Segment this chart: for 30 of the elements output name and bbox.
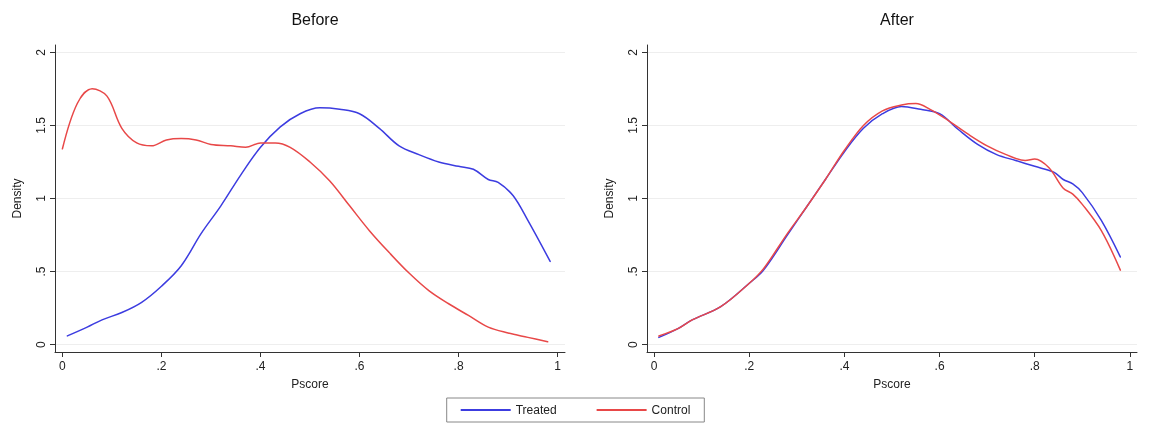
x-tick-label: 0: [59, 359, 67, 373]
x-tick-label: .6: [354, 359, 365, 373]
y-tick-label: .5: [34, 266, 48, 277]
legend-label: Treated: [515, 403, 557, 417]
y-axis-title: Density: [10, 178, 24, 219]
x-tick-label: 1: [554, 359, 562, 373]
y-tick-label: 1.5: [626, 116, 640, 134]
chart-title: After: [880, 10, 915, 28]
x-tick-label: .4: [839, 359, 850, 373]
y-tick-label: 2: [626, 48, 640, 56]
y-tick-label: 1.5: [34, 116, 48, 134]
y-axis-title: Density: [602, 178, 616, 219]
y-tick-label: 1: [34, 194, 48, 202]
chart-title: Before: [291, 10, 339, 28]
y-tick-label: 1: [626, 194, 640, 202]
x-tick-label: .4: [255, 359, 266, 373]
x-tick-label: .6: [934, 359, 945, 373]
x-tick-label: .8: [1029, 359, 1041, 373]
y-tick-label: .5: [626, 266, 640, 277]
x-axis-title: Pscore: [291, 377, 329, 391]
legend-label: Control: [651, 403, 691, 417]
y-tick-label: 2: [34, 48, 48, 56]
x-tick-label: 1: [1126, 359, 1134, 373]
y-tick-label: 0: [626, 341, 640, 349]
x-tick-label: .2: [156, 359, 167, 373]
x-axis-title: Pscore: [873, 377, 911, 391]
x-tick-label: .8: [453, 359, 464, 373]
y-tick-label: 0: [34, 341, 48, 349]
x-tick-label: 0: [650, 359, 658, 373]
x-tick-label: .2: [744, 359, 755, 373]
